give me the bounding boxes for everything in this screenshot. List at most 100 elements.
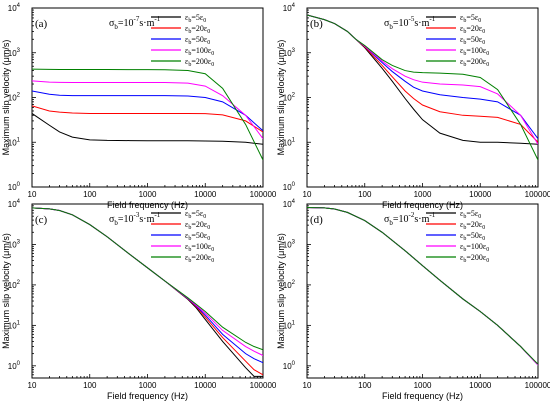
x-tick-label: 100000	[250, 190, 277, 199]
series-line	[32, 113, 263, 145]
y-tick-label: 103	[283, 48, 296, 58]
x-tick-label: 10	[28, 381, 37, 390]
x-tick-label: 10000	[194, 190, 217, 199]
x-axis-label: Field frequency (Hz)	[107, 391, 188, 401]
conductivity-annotation: σb=10-7s·m-1	[109, 15, 161, 31]
x-tick-label: 10	[303, 190, 312, 199]
legend-label: εb=20ε0	[460, 24, 485, 35]
series-line	[307, 14, 538, 145]
series-line	[32, 207, 263, 376]
x-tick-label: 1000	[414, 381, 432, 390]
x-tick-label: 100	[83, 190, 97, 199]
y-tick-label: 104	[283, 199, 296, 209]
x-tick-label: 1000	[139, 190, 157, 199]
series-line	[307, 206, 538, 365]
y-tick-label: 104	[8, 3, 21, 13]
legend-label: εb=20ε0	[460, 220, 485, 231]
series-line	[307, 206, 538, 366]
plot-frame	[306, 203, 539, 379]
y-axis-label: Maximum slip velocity (μm/s)	[276, 40, 286, 156]
x-tick-label: 10	[303, 381, 312, 390]
series-line	[307, 206, 538, 366]
y-axis-label: Maximum slip velocity (μm/s)	[1, 40, 11, 156]
y-axis-label: Maximum slip velocity (μm/s)	[276, 233, 286, 349]
legend-label: εb=5ε0	[185, 209, 206, 220]
series-line	[307, 206, 538, 366]
series-line	[307, 14, 538, 143]
x-tick-label: 10000	[469, 381, 492, 390]
legend-label: εb=100ε0	[460, 46, 489, 57]
y-tick-label: 101	[283, 137, 296, 147]
legend-label: εb=100ε0	[185, 242, 214, 253]
series-line	[32, 80, 263, 140]
x-tick-label: 100	[358, 190, 372, 199]
chart-panel-2: 10 100 1000 10000 100000 100 101 102 103 104 Field…	[276, 3, 550, 210]
panel-label: (c)	[35, 214, 48, 226]
series-line	[307, 14, 538, 145]
series-line	[32, 207, 263, 356]
legend-label: εb=50ε0	[185, 35, 210, 46]
x-tick-label: 10000	[194, 381, 217, 390]
x-tick-label: 10000	[469, 190, 492, 199]
legend-label: εb=20ε0	[185, 220, 210, 231]
y-tick-label: 104	[8, 199, 21, 209]
y-tick-label: 101	[8, 137, 21, 147]
legend-label: εb=100ε0	[185, 46, 214, 57]
x-axis-label: Field frequency (Hz)	[382, 200, 463, 210]
legend-label: εb=20ε0	[185, 24, 210, 35]
legend-label: εb=5ε0	[460, 13, 481, 24]
legend-label: εb=5ε0	[460, 209, 481, 220]
y-tick-label: 102	[283, 93, 296, 103]
legend-label: εb=200ε0	[185, 57, 214, 68]
legend-label: εb=5ε0	[185, 13, 206, 24]
x-axis-label: Field frequency (Hz)	[107, 200, 188, 210]
legend-label: εb=100ε0	[460, 242, 489, 253]
x-tick-label: 100000	[250, 381, 277, 390]
x-tick-label: 100	[358, 381, 372, 390]
series-line	[32, 105, 263, 133]
series-line	[32, 90, 263, 132]
series-line	[32, 207, 263, 377]
y-tick-label: 103	[283, 239, 296, 249]
legend-label: εb=200ε0	[460, 253, 489, 264]
y-tick-label: 104	[283, 3, 296, 13]
panel-label: (d)	[310, 214, 323, 226]
series-line	[32, 207, 263, 364]
x-tick-label: 1000	[139, 381, 157, 390]
series-line	[307, 206, 538, 366]
legend-label: εb=200ε0	[460, 57, 489, 68]
x-tick-label: 10	[28, 190, 37, 199]
x-axis-label: Field frequency (Hz)	[382, 391, 463, 401]
plot-frame	[31, 203, 264, 379]
x-tick-label: 1000	[414, 190, 432, 199]
y-tick-label: 102	[283, 280, 296, 290]
y-tick-label: 101	[283, 320, 296, 330]
chart-panel-4: 10 100 1000 10000 100000 100 101 102 103 104 Field…	[276, 199, 550, 401]
series-line	[307, 14, 538, 161]
y-tick-label: 101	[8, 320, 21, 330]
panel-label: (b)	[310, 18, 323, 30]
x-tick-label: 100	[83, 381, 97, 390]
y-tick-label: 100	[8, 182, 21, 192]
y-tick-label: 103	[8, 48, 21, 58]
conductivity-annotation: σb=10-5s·m-1	[384, 15, 436, 31]
y-tick-label: 102	[8, 280, 21, 290]
y-tick-label: 102	[8, 93, 21, 103]
panel-label: (a)	[35, 18, 48, 30]
legend-label: εb=50ε0	[185, 231, 210, 242]
x-tick-label: 100000	[525, 190, 550, 199]
chart-panel-3: 10 100 1000 10000 100000 100 101 102 103 104 Field…	[1, 199, 277, 401]
y-tick-label: 100	[283, 361, 296, 371]
conductivity-annotation: σb=10-2s·m-1	[384, 211, 436, 227]
x-tick-label: 100000	[525, 381, 550, 390]
y-tick-label: 100	[8, 361, 21, 371]
chart-panel-1: 10 100 1000 10000 100000 100 101 102 103 104 Field…	[1, 3, 277, 210]
legend-label: εb=200ε0	[185, 253, 214, 264]
y-axis-label: Maximum slip velocity (μm/s)	[1, 233, 11, 349]
legend-label: εb=50ε0	[460, 35, 485, 46]
